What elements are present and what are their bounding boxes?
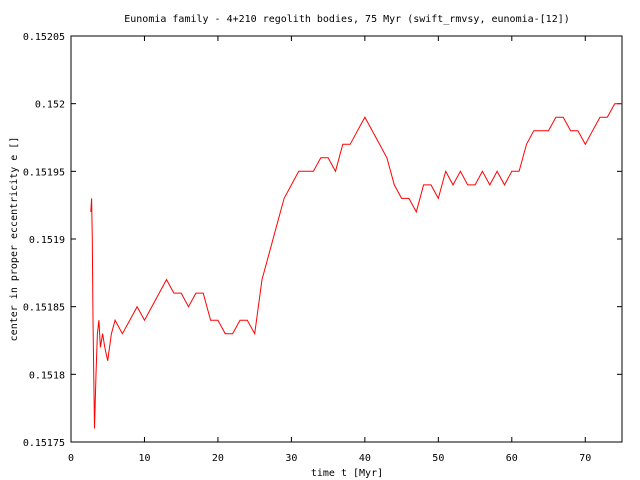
y-tick-label: 0.15185 bbox=[23, 303, 65, 314]
x-tick-label: 10 bbox=[138, 453, 150, 464]
y-tick-label: 0.1518 bbox=[29, 370, 65, 381]
x-tick-label: 30 bbox=[285, 453, 297, 464]
series-line bbox=[90, 103, 622, 429]
x-axis-label: time t [Myr] bbox=[311, 468, 383, 479]
x-tick-label: 70 bbox=[579, 453, 591, 464]
y-tick-label: 0.1519 bbox=[29, 235, 65, 246]
chart-title: Eunomia family - 4+210 regolith bodies, … bbox=[124, 14, 570, 25]
x-tick-label: 0 bbox=[68, 453, 74, 464]
x-tick-label: 20 bbox=[212, 453, 224, 464]
y-tick-label: 0.15195 bbox=[23, 167, 65, 178]
x-tick-label: 40 bbox=[359, 453, 371, 464]
plot-frame bbox=[70, 35, 623, 443]
x-tick-label: 50 bbox=[432, 453, 444, 464]
y-tick-label: 0.15205 bbox=[23, 32, 65, 43]
y-tick-label: 0.15175 bbox=[23, 438, 65, 449]
y-axis: 0.15175 0.1518 0.15185 0.1519 0.15195 0.152 0.… bbox=[23, 32, 622, 449]
series-layer bbox=[90, 103, 622, 429]
y-tick-label: 0.152 bbox=[35, 100, 65, 111]
x-tick-label: 60 bbox=[506, 453, 518, 464]
x-axis: 0 10 20 30 40 50 60 70 bbox=[68, 36, 591, 464]
y-axis-label: center in proper eccentricity e [] bbox=[9, 137, 20, 342]
